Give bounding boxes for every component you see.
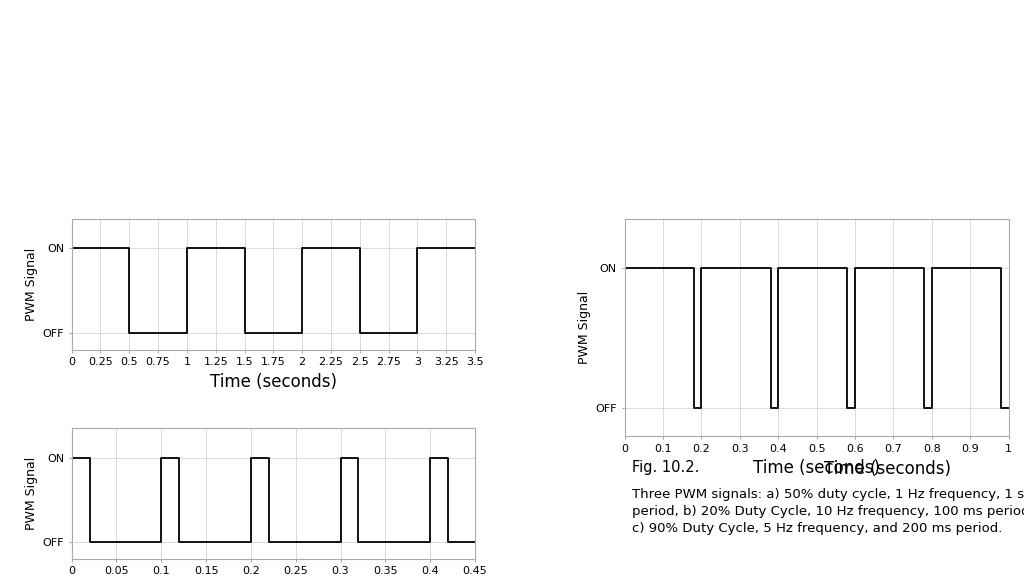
X-axis label: Time (seconds): Time (seconds) — [753, 460, 880, 478]
Text: Time (seconds): Time (seconds) — [824, 460, 951, 478]
Text: Three PWM signals: a) 50% duty cycle, 1 Hz frequency, 1 s
period, b) 20% Duty Cy: Three PWM signals: a) 50% duty cycle, 1 … — [632, 488, 1024, 535]
X-axis label: Time (seconds): Time (seconds) — [210, 373, 337, 391]
Y-axis label: PWM Signal: PWM Signal — [579, 291, 591, 364]
Text: Fig. 10.2.: Fig. 10.2. — [632, 460, 699, 475]
Y-axis label: PWM Signal: PWM Signal — [26, 248, 38, 321]
Y-axis label: PWM Signal: PWM Signal — [26, 457, 38, 530]
